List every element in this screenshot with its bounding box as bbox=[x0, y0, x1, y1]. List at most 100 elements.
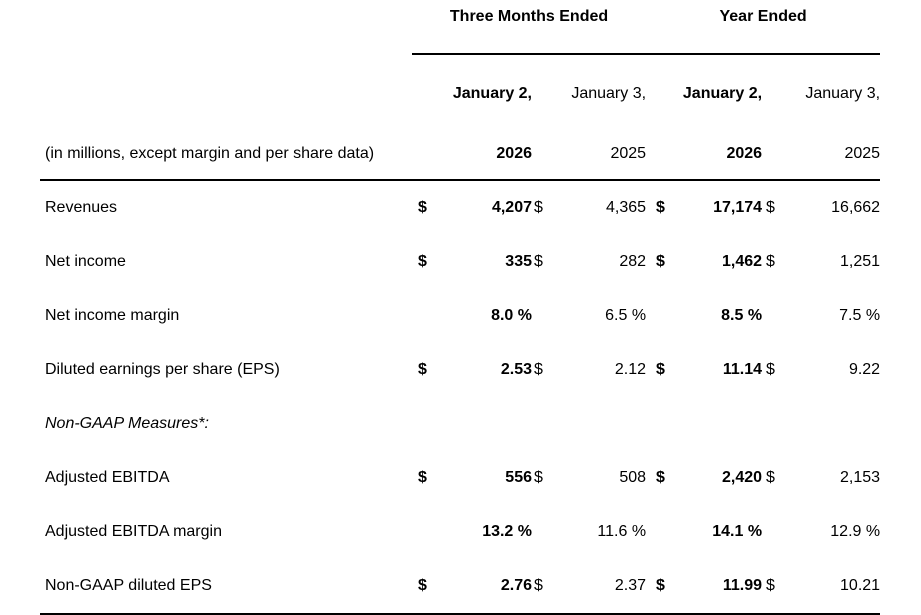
value-cell: 8.5 % bbox=[721, 307, 763, 324]
currency-cell bbox=[532, 397, 556, 451]
value-cell: 11.14 bbox=[722, 361, 763, 378]
financial-table: Three Months Ended Year Ended January 2,… bbox=[40, 2, 881, 615]
currency-cell bbox=[412, 505, 434, 559]
group-header-three-months: Three Months Ended bbox=[412, 2, 647, 55]
currency-cell: $ bbox=[534, 361, 543, 378]
table-row-revenues: Revenues $ 4,207 $ 4,365 $ 17,174 $ 16,6… bbox=[40, 180, 880, 235]
spacer-cell bbox=[40, 54, 412, 115]
table-row-net-income-margin: Net income margin 8.0 % 6.5 % 8.5 % 7.5 … bbox=[40, 289, 880, 343]
currency-cell: $ bbox=[766, 469, 775, 486]
value-cell: 9.22 bbox=[848, 361, 881, 378]
col-header-date: January 3, bbox=[571, 85, 647, 102]
currency-cell: $ bbox=[534, 253, 543, 270]
currency-cell: $ bbox=[418, 253, 427, 270]
value-cell: 556 bbox=[505, 469, 532, 486]
value-cell: 11.6 % bbox=[597, 523, 647, 540]
value-cell: 2,420 bbox=[722, 469, 763, 486]
value-cell: 8.0 % bbox=[491, 307, 532, 324]
section-label: Non-GAAP Measures*: bbox=[45, 415, 209, 432]
currency-cell: $ bbox=[418, 469, 427, 486]
spacer-cell bbox=[412, 54, 434, 115]
col-header-year: 2026 bbox=[434, 115, 532, 181]
currency-cell bbox=[532, 505, 556, 559]
currency-cell: $ bbox=[534, 199, 543, 216]
currency-cell bbox=[762, 289, 786, 343]
table-row-non-gaap-section: Non-GAAP Measures*: bbox=[40, 397, 880, 451]
spacer-cell bbox=[532, 115, 556, 181]
value-cell: 14.1 % bbox=[712, 523, 763, 540]
currency-cell: $ bbox=[646, 559, 671, 615]
col-header-year: 2026 bbox=[670, 115, 763, 181]
col-header-date: January 3, bbox=[805, 85, 881, 102]
value-cell bbox=[670, 397, 762, 451]
year-header-row: (in millions, except margin and per shar… bbox=[40, 115, 881, 181]
table-row-non-gaap-diluted-eps: Non-GAAP diluted EPS $ 2.76 $ 2.37 $ 11.… bbox=[40, 559, 881, 615]
spacer-cell bbox=[532, 54, 556, 115]
currency-cell: $ bbox=[534, 469, 543, 486]
col-header-date: January 2, bbox=[682, 85, 763, 102]
currency-cell bbox=[412, 397, 434, 451]
currency-cell: $ bbox=[762, 559, 787, 615]
spacer-cell bbox=[762, 115, 787, 181]
currency-cell bbox=[412, 289, 434, 343]
value-cell: 1,251 bbox=[840, 253, 881, 270]
row-label: Revenues bbox=[45, 199, 118, 216]
units-note: (in millions, except margin and per shar… bbox=[40, 115, 412, 181]
currency-cell bbox=[646, 289, 670, 343]
value-cell bbox=[786, 397, 880, 451]
col-header-year: 2025 bbox=[556, 115, 647, 181]
group-header-year-ended: Year Ended bbox=[646, 2, 881, 55]
value-cell: 17,174 bbox=[713, 199, 763, 216]
currency-cell: $ bbox=[656, 469, 665, 486]
row-label: Net income margin bbox=[45, 307, 180, 324]
value-cell: 7.5 % bbox=[839, 307, 881, 324]
currency-cell bbox=[762, 505, 786, 559]
value-cell: 16,662 bbox=[831, 199, 881, 216]
value-cell bbox=[434, 397, 532, 451]
spacer-cell bbox=[646, 54, 670, 115]
table-row-adjusted-ebitda: Adjusted EBITDA $ 556 $ 508 $ 2,420 $ 2,… bbox=[40, 451, 880, 505]
value-cell: 1,462 bbox=[722, 253, 763, 270]
row-label: Adjusted EBITDA bbox=[45, 469, 170, 486]
currency-cell: $ bbox=[766, 253, 775, 270]
currency-cell bbox=[646, 505, 670, 559]
row-label: Non-GAAP diluted EPS bbox=[40, 559, 412, 615]
row-label: Adjusted EBITDA margin bbox=[45, 523, 222, 540]
currency-cell: $ bbox=[766, 361, 775, 378]
col-header-date: January 2, bbox=[452, 85, 532, 102]
value-cell: 282 bbox=[619, 253, 647, 270]
value-cell: 12.9 % bbox=[830, 523, 881, 540]
table-row-adjusted-ebitda-margin: Adjusted EBITDA margin 13.2 % 11.6 % 14.… bbox=[40, 505, 880, 559]
value-cell: 335 bbox=[505, 253, 532, 270]
currency-cell bbox=[532, 289, 556, 343]
value-cell: 13.2 % bbox=[482, 523, 532, 540]
value-cell: 4,207 bbox=[491, 199, 532, 216]
spacer-cell bbox=[646, 115, 671, 181]
value-cell: 508 bbox=[619, 469, 647, 486]
currency-cell: $ bbox=[532, 559, 556, 615]
spacer-cell bbox=[412, 115, 434, 181]
currency-cell: $ bbox=[656, 253, 665, 270]
currency-cell bbox=[646, 397, 670, 451]
row-label: Net income bbox=[45, 253, 126, 270]
group-header-row: Three Months Ended Year Ended bbox=[40, 2, 881, 55]
date-header-row: January 2, January 3, January 2, January… bbox=[40, 54, 880, 115]
value-cell: 11.99 bbox=[670, 559, 763, 615]
currency-cell bbox=[762, 397, 786, 451]
value-cell: 6.5 % bbox=[605, 307, 647, 324]
table-row-net-income: Net income $ 335 $ 282 $ 1,462 $ 1,251 bbox=[40, 235, 880, 289]
spacer-cell bbox=[762, 54, 786, 115]
currency-cell: $ bbox=[418, 361, 427, 378]
value-cell: 2.37 bbox=[556, 559, 647, 615]
row-label: Diluted earnings per share (EPS) bbox=[45, 361, 280, 378]
currency-cell: $ bbox=[656, 199, 665, 216]
currency-cell: $ bbox=[656, 361, 665, 378]
currency-cell: $ bbox=[766, 199, 775, 216]
value-cell: 10.21 bbox=[786, 559, 881, 615]
value-cell: 2,153 bbox=[840, 469, 881, 486]
spacer-cell bbox=[40, 2, 412, 54]
value-cell: 2.12 bbox=[614, 361, 647, 378]
col-header-year: 2025 bbox=[786, 115, 881, 181]
table-row-diluted-eps: Diluted earnings per share (EPS) $ 2.53 … bbox=[40, 343, 880, 397]
currency-cell: $ bbox=[412, 559, 434, 615]
